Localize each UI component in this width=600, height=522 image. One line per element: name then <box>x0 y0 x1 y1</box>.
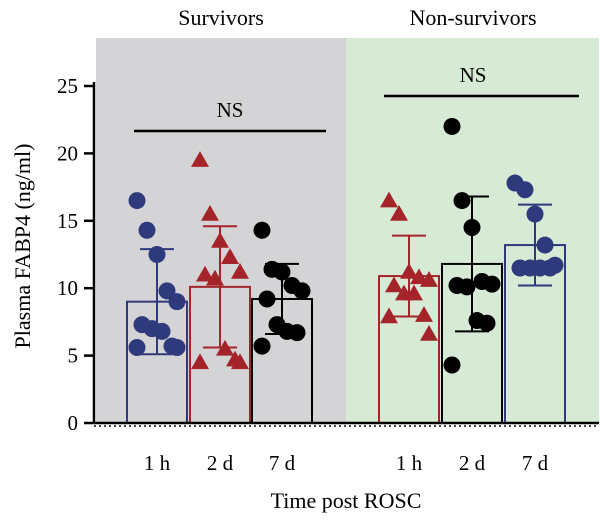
data-point <box>288 324 306 342</box>
data-point <box>206 269 224 286</box>
data-point <box>380 307 398 324</box>
data-point <box>216 339 234 356</box>
data-point <box>138 221 156 239</box>
data-point <box>231 353 249 370</box>
data-point <box>385 276 403 293</box>
axes <box>92 82 599 427</box>
data-point <box>400 263 418 279</box>
x-tick-label-survivors-2d: 2 d <box>207 451 234 475</box>
data-point <box>128 339 146 357</box>
comparisons: NS NS <box>134 63 579 133</box>
data-point <box>463 219 481 237</box>
data-point <box>253 337 271 355</box>
data-point <box>221 248 239 264</box>
y-tick-label: 0 <box>68 411 79 435</box>
data-point <box>231 263 249 279</box>
y-tick-label: 10 <box>57 276 78 300</box>
data-point <box>211 232 229 248</box>
data-point <box>415 306 433 322</box>
x-tick-label-survivors-1h: 1 h <box>144 451 171 475</box>
data-point <box>293 282 311 300</box>
y-axis-label: Plasma FABP4 (ng/ml) <box>10 144 35 349</box>
comparison-label: NS <box>460 63 487 87</box>
panel-label-non-survivors: Non-survivors <box>409 5 536 30</box>
y-tick-label: 25 <box>57 74 78 98</box>
data-point <box>516 181 534 199</box>
data-point <box>410 268 428 285</box>
data-point <box>153 322 171 340</box>
y-tick-label: 5 <box>68 344 79 368</box>
data-point <box>420 271 438 287</box>
x-tick-label-non-survivors-1h: 1 h <box>396 451 423 475</box>
x-tick-label-survivors-7d: 7 d <box>269 451 296 475</box>
data-point <box>390 205 408 221</box>
data-point <box>191 353 209 370</box>
data-point <box>253 221 271 239</box>
data-point <box>168 293 186 311</box>
data-point <box>478 314 496 332</box>
data-point <box>128 192 146 210</box>
data-point <box>258 290 276 308</box>
y-ticks: 0 5 10 15 20 25 <box>57 74 94 435</box>
data-point <box>191 151 209 167</box>
data-point <box>443 356 461 374</box>
data-point <box>453 192 471 210</box>
data-point <box>148 246 166 263</box>
data-point <box>443 117 461 135</box>
x-tick-label-non-survivors-2d: 2 d <box>459 451 486 475</box>
data-point <box>536 236 554 254</box>
data-point <box>405 284 423 301</box>
data-point <box>273 263 291 281</box>
x-tick-label-non-survivors-7d: 7 d <box>522 451 549 475</box>
data-point <box>380 191 398 208</box>
data-point <box>483 275 501 293</box>
y-tick-label: 20 <box>57 141 78 165</box>
data-point <box>458 278 476 296</box>
data-point <box>526 205 544 223</box>
x-axis-label: Time post ROSC <box>271 488 422 513</box>
x-tick-labels: 1 h 2 d 7 d 1 h 2 d 7 d <box>144 451 549 475</box>
data-point <box>420 325 438 341</box>
comparison-label: NS <box>217 98 244 122</box>
data-points <box>128 117 564 374</box>
data-point <box>158 282 176 300</box>
data-point <box>201 205 219 221</box>
y-tick-label: 15 <box>57 209 78 233</box>
panel-label-survivors: Survivors <box>178 5 264 30</box>
data-point <box>196 265 214 282</box>
data-point <box>168 339 186 357</box>
data-point <box>541 259 559 277</box>
